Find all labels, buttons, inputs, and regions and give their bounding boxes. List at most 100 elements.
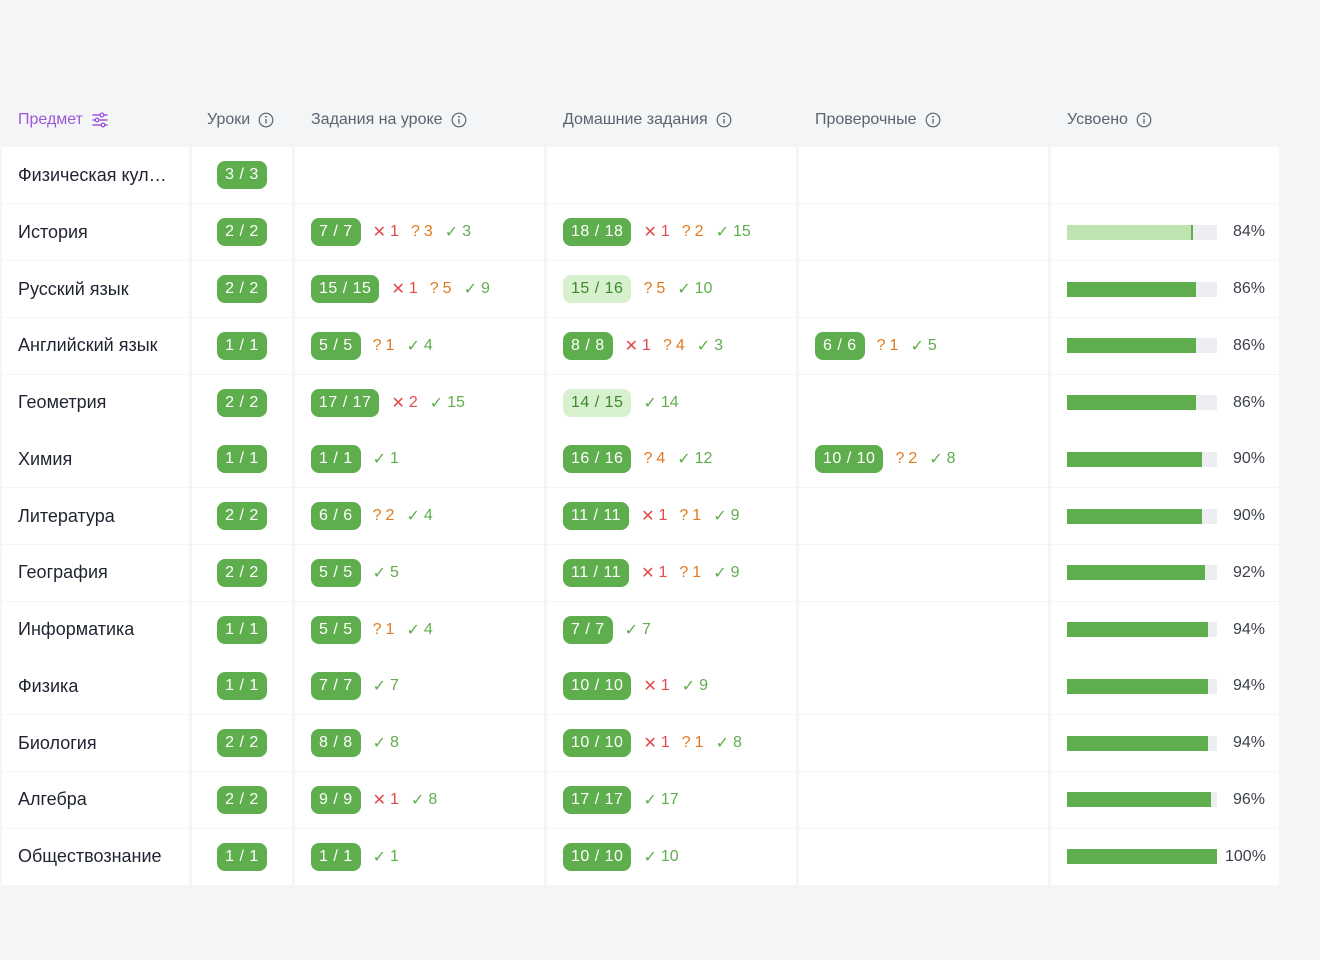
score-pill[interactable]: 7 / 7 <box>311 218 361 247</box>
lessons-pill[interactable]: 1 / 1 <box>217 842 267 871</box>
correct-count-value: 5 <box>390 563 399 581</box>
score-pill[interactable]: 1 / 1 <box>311 842 361 871</box>
correct-count-value: 4 <box>423 507 433 524</box>
correct-count: ✓ 4 <box>406 506 432 526</box>
tasks-cell: 1 / 1 ✓ 1 <box>295 431 544 488</box>
info-icon[interactable] <box>1136 112 1152 128</box>
progress-bar-fill <box>1067 395 1196 410</box>
subject-name[interactable]: Английский язык <box>2 317 189 374</box>
check-icon: ✓ <box>643 394 657 412</box>
correct-count: ✓ 4 <box>406 336 432 356</box>
correct-count-value: 7 <box>390 677 399 695</box>
correct-count: ✓ 7 <box>373 676 399 696</box>
check-icon: ✓ <box>406 508 420 525</box>
tests-cell <box>799 204 1048 261</box>
lessons-pill[interactable]: 2 / 2 <box>217 388 267 417</box>
subject-name[interactable]: История <box>2 204 189 261</box>
table-row: Геометрия 2 / 2 17 / 17 ✕ 2 ✓ 15 14 / 15 ✓ 14 86% <box>2 374 1279 431</box>
score-pill[interactable]: 5 / 5 <box>311 558 361 587</box>
score-pill[interactable]: 11 / 11 <box>563 558 630 587</box>
info-icon[interactable] <box>925 112 941 128</box>
question-count-value: 2 <box>908 450 918 468</box>
lessons-pill[interactable]: 2 / 2 <box>217 218 267 247</box>
question-count-value: 4 <box>675 336 685 354</box>
check-icon: ✓ <box>444 224 459 242</box>
subject-name[interactable]: Геометрия <box>2 374 189 431</box>
subject-name[interactable]: Физика <box>2 658 189 715</box>
correct-count-value: 4 <box>423 336 433 354</box>
mastered-percent: 100% <box>1225 847 1266 865</box>
score-pill[interactable]: 15 / 15 <box>311 275 380 303</box>
column-header-homework-label: Домашние задания <box>563 111 708 128</box>
subject-name[interactable]: Физическая кул… <box>2 147 189 203</box>
lessons-pill[interactable]: 2 / 2 <box>217 785 267 814</box>
column-header-subject-label: Предмет <box>18 111 83 128</box>
question-icon: ? <box>429 280 439 297</box>
lessons-pill[interactable]: 1 / 1 <box>217 331 267 360</box>
score-pill[interactable]: 10 / 10 <box>563 729 632 757</box>
mastered-cell: 94% <box>1051 601 1279 658</box>
subject-name[interactable]: Литература <box>2 488 189 544</box>
info-icon[interactable] <box>451 112 467 128</box>
lessons-pill[interactable]: 2 / 2 <box>217 729 267 757</box>
score-pill[interactable]: 18 / 18 <box>563 218 632 247</box>
lessons-pill[interactable]: 2 / 2 <box>217 558 267 587</box>
score-pill[interactable]: 5 / 5 <box>311 331 361 360</box>
question-icon: ? <box>372 507 382 524</box>
lessons-pill[interactable]: 1 / 1 <box>217 672 267 701</box>
score-pill[interactable]: 5 / 5 <box>311 615 361 644</box>
question-count-value: 1 <box>692 507 702 524</box>
subject-name[interactable]: Биология <box>2 715 189 771</box>
score-pill[interactable]: 10 / 10 <box>563 842 632 871</box>
score-pill[interactable]: 17 / 17 <box>311 388 380 417</box>
lessons-pill[interactable]: 3 / 3 <box>217 161 267 189</box>
score-pill[interactable]: 9 / 9 <box>311 785 361 814</box>
homework-cell: 18 / 18 ✕ 1? 2 ✓ 15 <box>547 204 796 261</box>
lessons-pill[interactable]: 1 / 1 <box>217 615 267 644</box>
error-count: ✕ 1 <box>641 563 667 583</box>
lessons-pill[interactable]: 2 / 2 <box>217 275 267 303</box>
error-count-value: 1 <box>660 223 670 241</box>
subject-name[interactable]: География <box>2 544 189 601</box>
subject-name[interactable]: Алгебра <box>2 771 189 828</box>
info-icon[interactable] <box>258 112 274 128</box>
tests-cell <box>799 544 1048 601</box>
error-count: ✕ 1 <box>643 222 669 242</box>
filter-sliders-icon[interactable] <box>91 111 109 129</box>
check-icon: ✓ <box>677 281 691 298</box>
question-icon: ? <box>372 620 382 638</box>
score-pill[interactable]: 7 / 7 <box>311 672 361 701</box>
subject-name[interactable]: Информатика <box>2 601 189 658</box>
question-count-value: 2 <box>385 507 395 524</box>
score-pill[interactable]: 7 / 7 <box>563 615 613 644</box>
info-icon[interactable] <box>716 112 732 128</box>
lessons-pill[interactable]: 2 / 2 <box>217 502 267 530</box>
subject-name[interactable]: Химия <box>2 431 189 488</box>
score-pill[interactable]: 17 / 17 <box>563 785 632 814</box>
score-pill[interactable]: 11 / 11 <box>563 502 630 530</box>
score-pill[interactable]: 10 / 10 <box>563 672 632 701</box>
score-pill[interactable]: 15 / 16 <box>563 275 632 303</box>
subject-name[interactable]: Обществознание <box>2 828 189 885</box>
score-pill[interactable]: 10 / 10 <box>815 445 884 474</box>
correct-count-value: 8 <box>428 790 438 808</box>
score-pill[interactable]: 6 / 6 <box>815 331 865 360</box>
error-count: ✕ 1 <box>391 279 417 299</box>
score-pill[interactable]: 16 / 16 <box>563 445 632 474</box>
check-icon: ✓ <box>372 564 387 582</box>
check-icon: ✓ <box>406 621 420 639</box>
progress-bar <box>1067 508 1217 524</box>
score-pill[interactable]: 8 / 8 <box>563 331 613 360</box>
score-pill[interactable]: 6 / 6 <box>311 502 361 530</box>
column-header-homework: Домашние задания <box>563 100 732 140</box>
lessons-pill[interactable]: 1 / 1 <box>217 445 267 474</box>
score-pill[interactable]: 8 / 8 <box>311 729 361 757</box>
mastered-cell: 86% <box>1051 374 1279 431</box>
score-pill[interactable]: 1 / 1 <box>311 445 361 474</box>
check-icon: ✓ <box>677 451 691 469</box>
subject-name[interactable]: Русский язык <box>2 261 189 317</box>
column-header-subject[interactable]: Предмет <box>18 100 109 140</box>
mastered-percent: 94% <box>1232 677 1265 695</box>
score-pill[interactable]: 14 / 15 <box>563 388 632 417</box>
lessons-cell: 2 / 2 <box>192 488 292 544</box>
